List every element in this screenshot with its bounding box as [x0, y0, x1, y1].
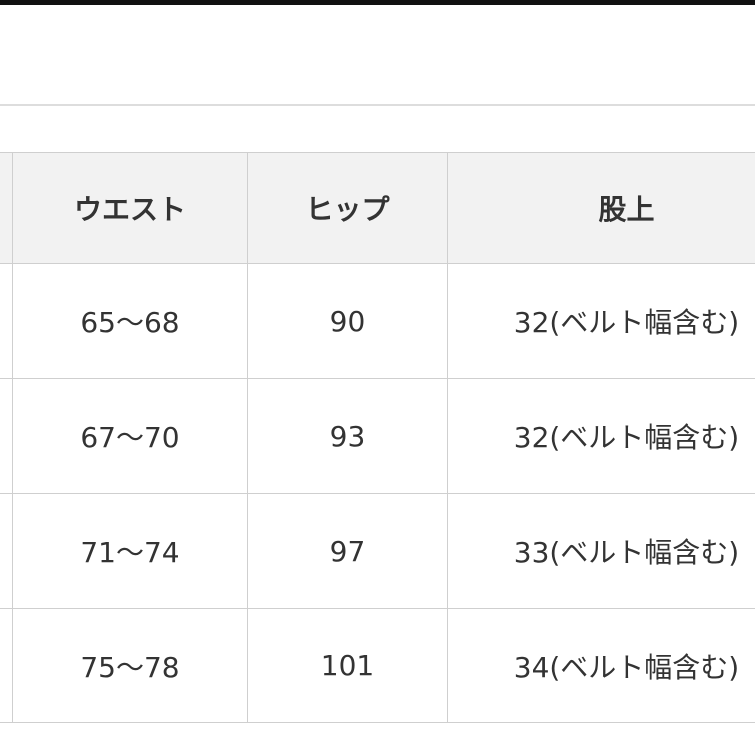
top-bar — [0, 0, 755, 5]
table-cell: 32(ベルト幅含む) — [447, 378, 755, 494]
table-cell: 34(ベルト幅含む) — [447, 608, 755, 723]
table-cell: 71～74 — [12, 493, 248, 609]
table-cell: 93 — [247, 378, 448, 494]
divider — [0, 104, 755, 106]
table-cell: 90 — [247, 263, 448, 379]
table-cell: 65～68 — [12, 263, 248, 379]
table-cell: 97 — [247, 493, 448, 609]
header-cell: 股上 — [447, 152, 755, 264]
header-cell: ウエスト — [12, 152, 248, 264]
table-cell: 33(ベルト幅含む) — [447, 493, 755, 609]
table-cell: 101 — [247, 608, 448, 723]
header-cell: ヒップ — [247, 152, 448, 264]
table-cell: 32(ベルト幅含む) — [447, 263, 755, 379]
table-cell: 67～70 — [12, 378, 248, 494]
table-cell: 75～78 — [12, 608, 248, 723]
